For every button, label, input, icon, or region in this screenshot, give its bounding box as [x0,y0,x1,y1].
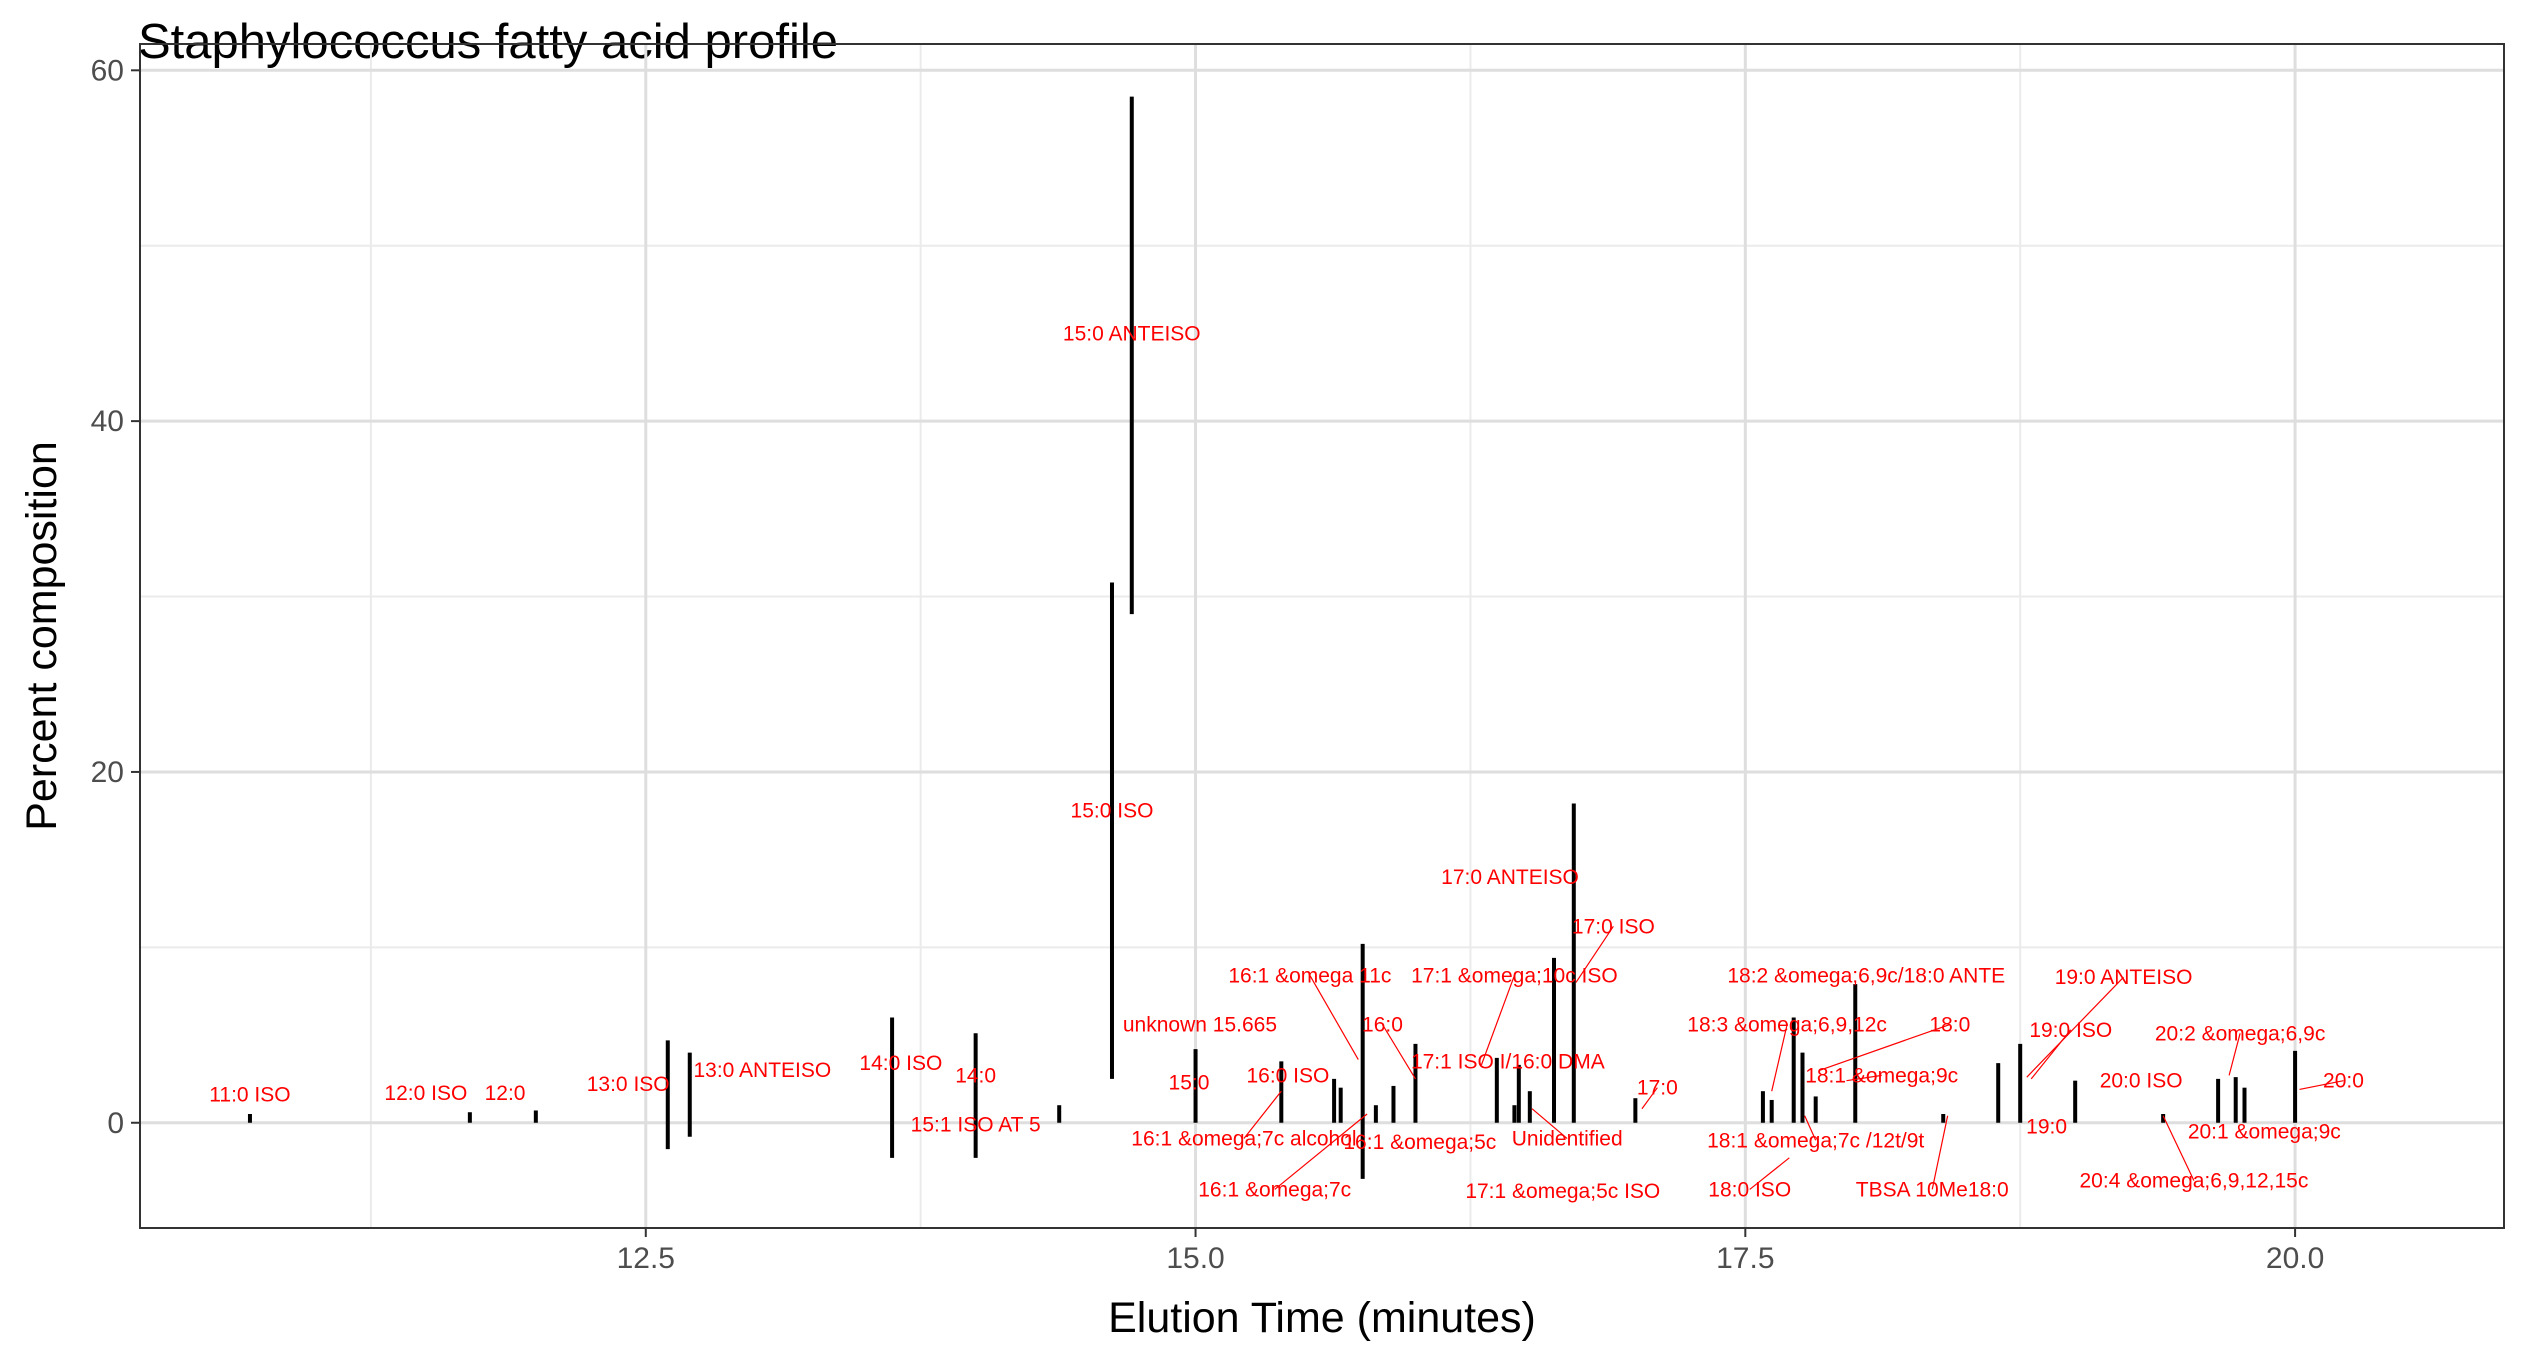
peak-annotation-label: 19:0 [2026,1115,2067,1138]
peak-annotation-label: 17:1 &omega;10c ISO [1411,964,1618,987]
peak-annotation-label: 18:1 &omega;7c /12t/9t [1707,1129,1924,1152]
peak-annotation-label: 20:4 &omega;6,9,12,15c [2080,1170,2309,1193]
peak-annotation-label: 15:0 ANTEISO [1063,322,1201,345]
peak-annotation-label: 20:0 ISO [2100,1070,2183,1093]
bars [247,96,2298,1179]
peak-annotation-label: 12:0 ISO [384,1082,467,1105]
x-tick-label: 15.0 [1166,1242,1224,1275]
y-tick-label: 20 [91,756,124,789]
annotation-leader-line [1931,1115,1949,1190]
peak-annotation-label: 19:0 ANTEISO [2055,966,2193,989]
x-tick-label: 17.5 [1716,1242,1774,1275]
peak-annotation-label: 12:0 [485,1082,526,1105]
peak-annotation-label: 14:0 [955,1064,996,1087]
peak-annotation-label: 16:0 [1362,1014,1403,1037]
peak-annotation-label: 16:0 ISO [1246,1064,1329,1087]
peak-annotation-label: 20:2 &omega;6,9c [2155,1022,2325,1045]
peak-annotation-label: 18:1 &omega;9c [1805,1064,1958,1087]
annotation-leader-line [1480,975,1515,1066]
annotation-leader-line [1531,1108,1568,1139]
peak-annotation-label: unknown 15.665 [1123,1014,1277,1037]
peak-annotation-label: 15:0 ISO [1071,800,1154,823]
x-tick-label: 12.5 [617,1242,675,1275]
annotation-leader-line [2299,1080,2344,1091]
annotation-leader-line [1381,1024,1416,1080]
annotation-leader-line [2162,1115,2195,1181]
chart-title: Staphylococcus fatty acid profile [138,15,838,69]
annotation-leader-line [1243,1090,1282,1139]
peak-annotation-label: 17:1 ISO I/16:0 DMA [1411,1050,1605,1073]
annotation-leader-line [1309,975,1359,1060]
peak-annotation-label: 18:0 ISO [1708,1178,1791,1201]
peak-annotation-label: Unidentified [1512,1128,1623,1151]
annotation-leader-line [1819,1023,1951,1071]
peak-annotation-label: 19:0 ISO [2029,1019,2112,1042]
peak-annotation-label: 17:1 &omega;5c ISO [1465,1180,1660,1203]
peak-annotation-label: 18:2 &omega;6,9c/18:0 ANTE [1727,964,2005,987]
peak-annotation-label: TBSA 10Me18:0 [1856,1178,2009,1201]
annotation-leader-line [1749,1157,1790,1190]
peak-annotation-label: 16:1 &omega;7c alcohol [1131,1128,1356,1151]
x-tick-label: 20.0 [2266,1242,2324,1275]
annotation-leader-line [1274,1113,1368,1190]
peak-annotation-label: 20:0 [2323,1070,2364,1093]
x-axis-label: Elution Time (minutes) [1108,1294,1536,1342]
annotation-leaders [1243,925,2344,1190]
y-tick-label: 0 [107,1107,124,1140]
peak-annotation-label: 17:0 [1637,1077,1678,1100]
peak-annotation-label: 15:1 ISO AT 5 [911,1114,1041,1137]
annotation-leader-line [1771,1024,1788,1092]
annotation-labels: 11:0 ISO 12:0 ISO 12:0 13:0 ISO 13:0 ANTEISO… [209,322,2364,1203]
peak-annotation-label: 17:0 ISO [1572,915,1655,938]
peak-annotation-label: 16:1 &omega;5c [1343,1131,1496,1154]
annotation-leader-line [1804,1115,1817,1141]
peak-annotation-label: 15:0 [1169,1071,1210,1094]
peak-annotation-label: 11:0 ISO [209,1084,290,1107]
annotation-leader-line [2030,1029,2072,1080]
annotation-leader-line [1846,1074,1882,1082]
grid [140,44,2504,1228]
plot-panel-border [139,43,2505,1229]
y-tick-label: 60 [91,54,124,87]
peak-annotation-label: 17:0 ANTEISO [1441,866,1579,889]
peak-annotation-label: 20:1 &omega;9c [2188,1121,2341,1144]
annotation-leader-line [1641,1087,1658,1110]
axes: 12.5 15.0 17.5 20.0 0 20 40 60 [91,54,2325,1275]
peak-annotation-label: 18:3 &omega;6,9,12c [1687,1014,1887,1037]
peak-annotation-label: 18:0 [1929,1014,1970,1037]
peak-annotation-label: 16:1 &omega;7c [1198,1178,1351,1201]
peak-annotation-label: 14:0 ISO [859,1052,942,1075]
annotation-leader-line [2026,976,2124,1078]
peak-annotation-label: 13:0 ANTEISO [693,1059,831,1082]
annotation-leader-line [1575,925,1614,983]
annotation-leader-line [2228,1033,2241,1076]
peak-annotation-label: 13:0 ISO [587,1073,670,1096]
y-axis-label: Percent composition [18,441,66,831]
y-tick-label: 40 [91,405,124,438]
peak-annotation-label: 16:1 &omega 11c [1228,964,1391,987]
